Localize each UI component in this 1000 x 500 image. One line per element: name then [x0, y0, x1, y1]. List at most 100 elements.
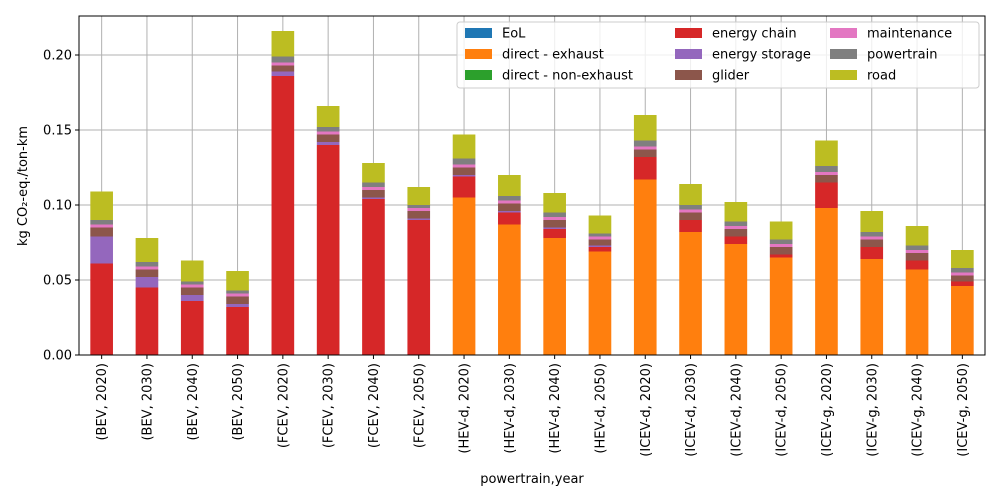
legend-label: energy chain — [712, 27, 797, 42]
bar-segment — [543, 227, 566, 229]
bar-segment — [362, 187, 385, 190]
bar-segment — [180, 284, 204, 288]
bar-segment — [362, 182, 385, 187]
bar-segment — [90, 224, 113, 228]
bar-segment — [633, 157, 657, 180]
bar-segment — [769, 254, 793, 258]
bar-segment — [679, 232, 702, 355]
y-tick-label: 0.10 — [43, 199, 72, 214]
bar-segment — [633, 140, 657, 147]
legend-label: road — [867, 69, 896, 84]
bar-segment — [135, 238, 159, 262]
bar-segment — [90, 191, 113, 220]
bar-segment — [498, 203, 521, 211]
bar-segment — [951, 286, 974, 355]
bar-segment — [498, 200, 521, 204]
bar-segment — [271, 56, 295, 63]
bar-segment — [860, 211, 884, 232]
bar-segment — [769, 221, 793, 240]
x-tick-label: (ICEV-d, 2030) — [684, 363, 699, 457]
bar-segment — [452, 175, 476, 177]
x-tick-label: (FCEV, 2030) — [322, 363, 337, 448]
x-tick-label: (FCEV, 2020) — [276, 363, 291, 448]
bar-segment — [271, 62, 295, 66]
legend-label: powertrain — [867, 48, 937, 63]
bar-segment — [316, 106, 340, 127]
bar-segment — [90, 236, 113, 264]
bar-segment — [543, 220, 566, 228]
bar-segment — [543, 193, 566, 213]
legend-swatch — [465, 28, 492, 38]
x-tick-label: (BEV, 2050) — [231, 363, 246, 441]
bar-segment — [905, 250, 929, 253]
bar-segment — [452, 158, 476, 165]
bar-segment — [226, 271, 249, 291]
bar-segment — [815, 172, 838, 175]
x-tick-label: (ICEV-d, 2050) — [775, 363, 790, 457]
bar-segment — [135, 277, 159, 288]
x-tick-label: (BEV, 2020) — [95, 363, 110, 441]
bar-segment — [498, 224, 521, 355]
x-axis-label: powertrain,year — [480, 472, 584, 487]
bar-segment — [498, 211, 521, 213]
bar-segment — [724, 202, 748, 222]
x-tick-label: (FCEV, 2050) — [412, 363, 427, 448]
bar-segment — [543, 217, 566, 220]
bar-segment — [633, 115, 657, 141]
bar-segment — [226, 296, 249, 304]
bar-segment — [135, 262, 159, 267]
bar-segment — [860, 247, 884, 259]
bar-segment — [815, 166, 838, 172]
bar-segment — [362, 197, 385, 199]
bar-segment — [226, 290, 249, 294]
legend-swatch — [465, 70, 492, 80]
legend-swatch — [675, 49, 702, 59]
x-tick-label: (HEV-d, 2040) — [548, 363, 563, 454]
legend-label: glider — [712, 69, 750, 84]
x-tick-label: (ICEV-d, 2040) — [729, 363, 744, 457]
x-tick-label: (ICEV-g, 2040) — [911, 363, 926, 457]
bar-segment — [860, 232, 884, 237]
bar-segment — [860, 239, 884, 247]
bar-segment — [860, 236, 884, 240]
bar-segment — [452, 197, 476, 355]
bar-segment — [271, 31, 295, 57]
bar-segment — [679, 209, 702, 213]
bar-segment — [724, 221, 748, 226]
x-tick-label: (ICEV-g, 2050) — [956, 363, 971, 457]
bar-segment — [316, 131, 340, 135]
x-tick-label: (BEV, 2030) — [140, 363, 155, 441]
bar-segment — [452, 176, 476, 198]
x-tick-label: (ICEV-d, 2020) — [639, 363, 654, 457]
legend-label: maintenance — [867, 27, 952, 42]
y-tick-label: 0.15 — [43, 124, 72, 139]
bar-segment — [815, 175, 838, 183]
bar-segment — [679, 220, 702, 232]
bars — [90, 31, 974, 355]
bar-segment — [724, 236, 748, 244]
bar-segment — [815, 208, 838, 355]
bar-segment — [362, 199, 385, 355]
bar-segment — [860, 259, 884, 355]
bar-segment — [407, 208, 431, 211]
x-tick-label: (ICEV-g, 2020) — [820, 363, 835, 457]
bar-segment — [905, 226, 929, 246]
bar-segment — [951, 250, 974, 268]
bar-segment — [498, 175, 521, 196]
bar-segment — [452, 167, 476, 175]
x-tick-label: (ICEV-g, 2030) — [865, 363, 880, 457]
bar-segment — [407, 211, 431, 219]
bar-segment — [135, 287, 159, 355]
legend-swatch — [830, 28, 857, 38]
bar-segment — [679, 205, 702, 210]
bar-segment — [724, 229, 748, 237]
bar-segment — [316, 134, 340, 142]
x-tick-label: (FCEV, 2040) — [367, 363, 382, 448]
bar-segment — [226, 304, 249, 307]
bar-segment — [633, 179, 657, 355]
bar-segment — [316, 127, 340, 132]
y-tick-label: 0.20 — [43, 49, 72, 64]
bar-segment — [452, 164, 476, 168]
bar-segment — [588, 236, 612, 240]
